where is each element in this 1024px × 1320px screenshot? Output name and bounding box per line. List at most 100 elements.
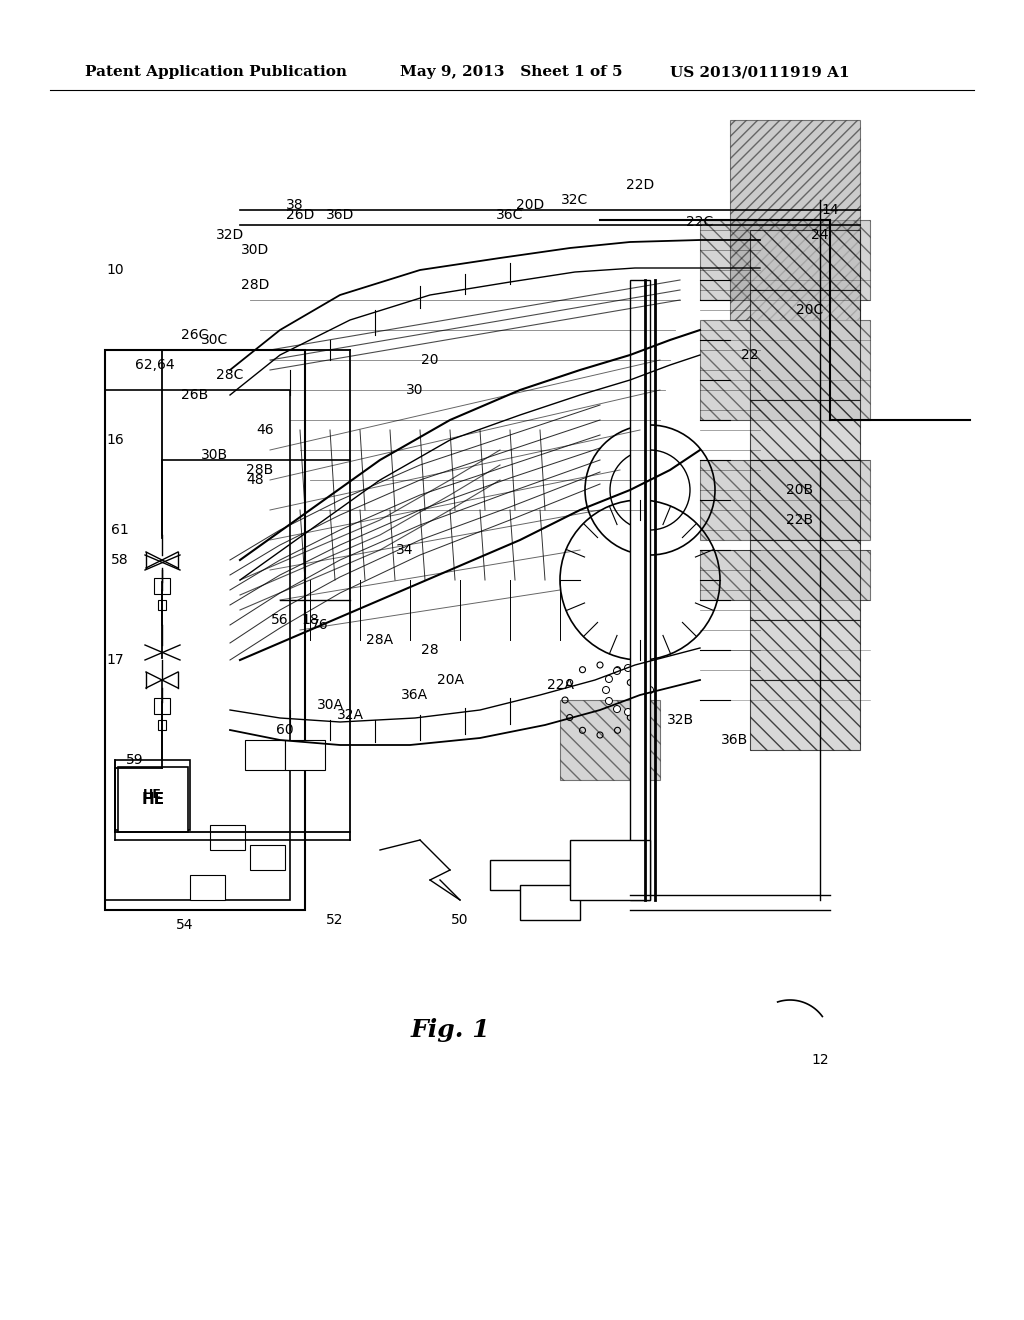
Text: 28D: 28D [241, 279, 269, 292]
Text: 34: 34 [396, 543, 414, 557]
Text: 20: 20 [421, 352, 438, 367]
Text: Patent Application Publication: Patent Application Publication [85, 65, 347, 79]
Text: 46: 46 [256, 422, 273, 437]
Bar [700, 319, 870, 420]
Bar [245, 741, 285, 770]
Bar [158, 601, 166, 610]
Text: 28: 28 [421, 643, 439, 657]
Text: 22C: 22C [686, 215, 714, 228]
Circle shape [646, 686, 653, 693]
Text: 20B: 20B [786, 483, 813, 498]
Text: 22D: 22D [626, 178, 654, 191]
Text: 32B: 32B [667, 713, 693, 727]
Text: 61: 61 [112, 523, 129, 537]
Circle shape [625, 709, 632, 715]
Text: 30: 30 [407, 383, 424, 397]
Bar [105, 350, 305, 909]
Circle shape [625, 664, 632, 672]
Text: 32D: 32D [216, 228, 244, 242]
Text: 14: 14 [821, 203, 839, 216]
Text: 30A: 30A [316, 698, 343, 711]
Text: 22A: 22A [547, 678, 573, 692]
Circle shape [605, 697, 612, 705]
Bar [80, 120, 970, 1200]
Circle shape [613, 706, 621, 713]
Text: 28B: 28B [247, 463, 273, 477]
Bar [730, 120, 860, 319]
Circle shape [636, 668, 642, 675]
Bar [118, 767, 188, 832]
Bar [490, 861, 570, 890]
Text: 32C: 32C [561, 193, 589, 207]
Text: 48: 48 [246, 473, 264, 487]
Text: 22B: 22B [786, 513, 813, 527]
Text: 20D: 20D [516, 198, 544, 213]
Text: Fig. 1: Fig. 1 [411, 1018, 489, 1041]
Text: 28A: 28A [367, 634, 393, 647]
Circle shape [636, 706, 642, 713]
Circle shape [643, 697, 650, 705]
Bar [750, 290, 860, 400]
Text: 38: 38 [286, 198, 304, 213]
Bar [158, 719, 166, 730]
Text: May 9, 2013   Sheet 1 of 5: May 9, 2013 Sheet 1 of 5 [400, 65, 623, 79]
Text: 30B: 30B [202, 447, 228, 462]
Text: 30C: 30C [202, 333, 228, 347]
Bar [154, 698, 170, 714]
Bar [750, 400, 860, 459]
Text: 26D: 26D [286, 209, 314, 222]
Text: 18: 18 [301, 612, 318, 627]
Bar [750, 620, 860, 680]
Text: 62,64: 62,64 [135, 358, 175, 372]
Text: 30D: 30D [241, 243, 269, 257]
Text: 56: 56 [271, 612, 289, 627]
Text: 59: 59 [126, 752, 143, 767]
Bar [210, 825, 245, 850]
Bar [570, 840, 650, 900]
Bar [250, 845, 285, 870]
Text: 26B: 26B [181, 388, 209, 403]
Text: 20C: 20C [797, 304, 823, 317]
Bar [105, 389, 290, 900]
Text: 50: 50 [452, 913, 469, 927]
Text: HE: HE [142, 788, 162, 801]
Text: 24: 24 [811, 228, 828, 242]
Bar [750, 680, 860, 750]
Bar [750, 459, 860, 540]
Bar [750, 230, 860, 290]
Bar [750, 540, 860, 620]
Bar [700, 220, 870, 300]
Bar [560, 700, 660, 780]
Bar [154, 578, 170, 594]
Text: 17: 17 [106, 653, 124, 667]
Bar [520, 884, 580, 920]
Text: 36B: 36B [721, 733, 749, 747]
Text: 16: 16 [106, 433, 124, 447]
Circle shape [613, 668, 621, 675]
Circle shape [643, 676, 650, 682]
Text: 58: 58 [112, 553, 129, 568]
Text: 32A: 32A [337, 708, 364, 722]
Text: 22: 22 [741, 348, 759, 362]
Text: 76: 76 [311, 618, 329, 632]
Bar [190, 875, 225, 900]
Text: HE: HE [141, 792, 165, 808]
Text: 20A: 20A [436, 673, 464, 686]
Text: 12: 12 [811, 1053, 828, 1067]
Bar [630, 280, 650, 900]
Text: 52: 52 [327, 913, 344, 927]
Text: 36A: 36A [401, 688, 429, 702]
Bar [700, 550, 870, 601]
Text: 36D: 36D [326, 209, 354, 222]
Circle shape [602, 686, 609, 693]
Text: 28C: 28C [216, 368, 244, 381]
Text: 26C: 26C [181, 327, 209, 342]
Bar [115, 760, 190, 830]
Text: 10: 10 [106, 263, 124, 277]
Text: 54: 54 [176, 917, 194, 932]
Text: 36C: 36C [497, 209, 523, 222]
Text: 60: 60 [276, 723, 294, 737]
Bar [285, 741, 325, 770]
Text: US 2013/0111919 A1: US 2013/0111919 A1 [670, 65, 850, 79]
Circle shape [605, 676, 612, 682]
